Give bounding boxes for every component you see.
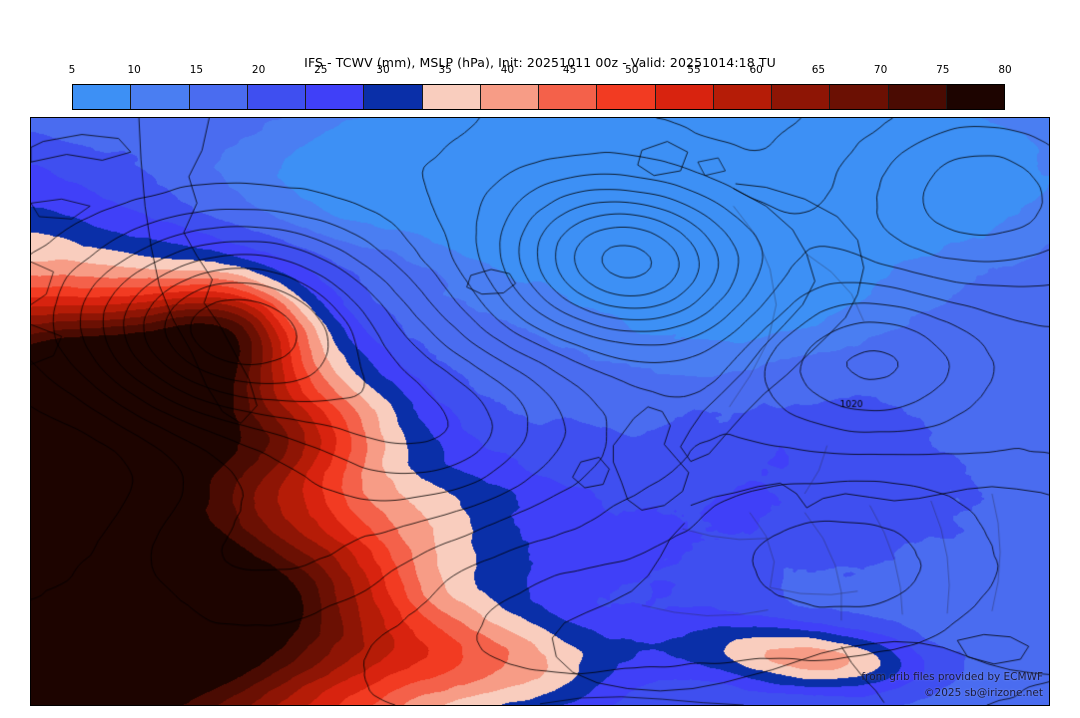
- colorbar-tick-20: 20: [251, 64, 266, 76]
- colorbar-tick-45: 45: [562, 64, 577, 76]
- colorbar-swatch-55: [655, 85, 714, 109]
- colorbar-swatch-10: [131, 85, 190, 109]
- colorbar-tick-60: 60: [749, 64, 763, 76]
- colorbar-tick-5: 5: [68, 64, 76, 76]
- colorbar-swatch-45: [539, 85, 598, 109]
- colorbar-tick-55: 55: [687, 64, 701, 76]
- colorbar-tick-15: 15: [189, 64, 204, 76]
- colorbar-swatches: [72, 84, 1005, 110]
- colorbar-tick-25: 25: [314, 64, 328, 76]
- colorbar-swatch-75: [888, 85, 947, 109]
- colorbar-swatch-35: [422, 85, 481, 109]
- colorbar-swatch-65: [772, 85, 831, 109]
- colorbar-tick-80: 80: [998, 64, 1012, 76]
- page-title: IFS - TCWV (mm), MSLP (hPa), Init: 20251…: [304, 55, 776, 70]
- colorbar-tick-35: 35: [438, 64, 452, 76]
- colorbar-swatch-80: [946, 85, 1004, 109]
- colorbar-swatch-25: [306, 85, 365, 109]
- colorbar-swatch-5: [73, 85, 132, 109]
- colorbar-swatch-60: [713, 85, 772, 109]
- colorbar-tick-75: 75: [936, 64, 950, 76]
- colorbar-swatch-30: [364, 85, 423, 109]
- colorbar-tick-40: 40: [500, 64, 515, 76]
- colorbar-legend: 5 10 15 20 25 30 35 40 45 50 55 60 65 70 75 80: [68, 64, 1012, 112]
- colorbar-tick-50: 50: [625, 64, 639, 76]
- map-canvas: [31, 118, 1049, 705]
- weather-map[interactable]: from grib files provided by ECMWF ©2025 …: [30, 117, 1050, 706]
- colorbar-tick-labels: 5 10 15 20 25 30 35 40 45 50 55 60 65 70 75 80: [68, 64, 1012, 82]
- colorbar-swatch-40: [480, 85, 539, 109]
- colorbar-tick-70: 70: [873, 64, 888, 76]
- colorbar-tick-65: 65: [811, 64, 826, 76]
- colorbar-tick-10: 10: [127, 64, 141, 76]
- colorbar-swatch-50: [597, 85, 656, 109]
- colorbar-swatch-20: [247, 85, 306, 109]
- colorbar-tick-30: 30: [376, 64, 390, 76]
- colorbar-swatch-15: [189, 85, 248, 109]
- colorbar-swatch-70: [830, 85, 889, 109]
